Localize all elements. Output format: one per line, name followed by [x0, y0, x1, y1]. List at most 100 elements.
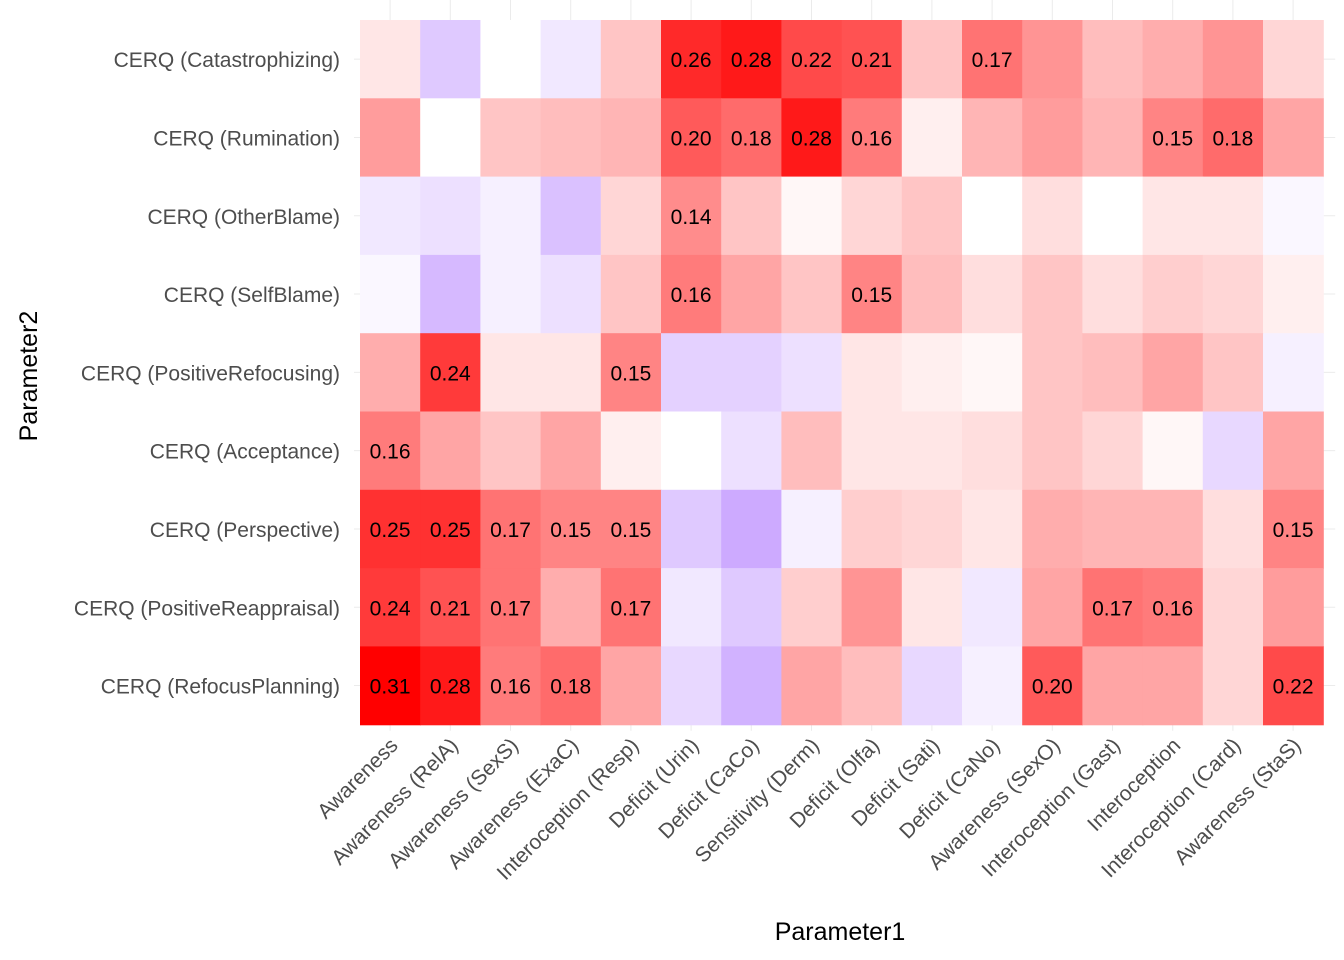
heatmap-cell [1263, 411, 1324, 491]
heatmap-cell [1263, 568, 1324, 647]
heatmap-cell [841, 176, 903, 256]
cell-value-label: 0.18 [1212, 127, 1253, 150]
heatmap-cell [901, 176, 963, 256]
heatmap-cell [661, 568, 722, 647]
y-tick-label: CERQ (Rumination) [153, 127, 340, 150]
heatmap-cell [1142, 568, 1204, 647]
heatmap-cell [1082, 646, 1144, 726]
heatmap-cell [661, 489, 722, 569]
heatmap-cell [1082, 568, 1144, 647]
heatmap-cell [661, 333, 722, 413]
heatmap-cell [841, 254, 903, 334]
heatmap-cell [721, 411, 782, 491]
heatmap-cell [540, 20, 602, 99]
heatmap-cell [721, 20, 782, 99]
heatmap-cell [841, 98, 903, 178]
heatmap-cell [600, 176, 662, 256]
heatmap-cell [781, 98, 843, 178]
y-tick-label: CERQ (OtherBlame) [147, 206, 340, 229]
heatmap-cell [600, 646, 662, 726]
heatmap-cell [360, 98, 421, 178]
cell-value-label: 0.28 [430, 676, 471, 699]
heatmap-cell [1263, 646, 1324, 726]
cell-value-label: 0.20 [671, 127, 712, 150]
heatmap-cell [420, 411, 481, 491]
heatmap-cell [360, 20, 421, 99]
cell-value-label: 0.14 [671, 206, 712, 229]
heatmap-cell [721, 254, 782, 334]
heatmap-cell [1142, 176, 1204, 256]
heatmap-cells [360, 20, 1324, 726]
cell-value-label: 0.31 [370, 676, 411, 699]
heatmap-cell [600, 333, 662, 413]
cell-labels: 0.26 0.28 0.22 0.21 0.17 0.20 0.18 0.28 0.16 0.15… [370, 49, 1314, 698]
cell-value-label: 0.17 [610, 597, 651, 620]
heatmap-cell [962, 254, 1023, 334]
heatmap-cell [360, 254, 421, 334]
heatmap-cell [1082, 20, 1144, 99]
cell-value-label: 0.18 [731, 127, 772, 150]
heatmap-cell [1202, 411, 1264, 491]
heatmap-cell [1022, 411, 1083, 491]
heatmap-cell [360, 333, 421, 413]
heatmap-cell [1263, 20, 1324, 99]
heatmap-cell [721, 176, 782, 256]
heatmap-cell [360, 489, 421, 569]
cell-value-label: 0.16 [490, 676, 531, 699]
cell-value-label: 0.15 [1152, 127, 1193, 150]
heatmap-cell [480, 98, 542, 178]
heatmap-cell [480, 254, 542, 334]
cell-value-label: 0.17 [490, 519, 531, 542]
heatmap-cell [841, 568, 903, 647]
heatmap-cell [1082, 489, 1144, 569]
heatmap-cell [1022, 489, 1083, 569]
y-tick-label: CERQ (Acceptance) [150, 441, 340, 464]
heatmap-cell [1202, 568, 1264, 647]
heatmap-cell [480, 489, 542, 569]
heatmap-cell [901, 489, 963, 569]
heatmap-cell [1022, 568, 1083, 647]
heatmap-cell [1082, 98, 1144, 178]
heatmap-cell [540, 98, 602, 178]
cell-value-label: 0.25 [370, 519, 411, 542]
heatmap-cell [1022, 20, 1083, 99]
heatmap-cell [781, 646, 843, 726]
heatmap-cell [1082, 176, 1144, 256]
y-tick-label: CERQ (RefocusPlanning) [101, 676, 340, 699]
cell-value-label: 0.16 [370, 441, 411, 464]
heatmap-cell [1142, 254, 1204, 334]
heatmap-cell [781, 411, 843, 491]
heatmap-cell [841, 489, 903, 569]
heatmap-cell [1082, 254, 1144, 334]
heatmap-cell [540, 333, 602, 413]
cell-value-label: 0.16 [671, 284, 712, 307]
heatmap-cell [781, 254, 843, 334]
heatmap-cell [781, 568, 843, 647]
heatmap-cell [781, 20, 843, 99]
heatmap-cell [1142, 20, 1204, 99]
heatmap-cell [962, 568, 1023, 647]
cell-value-label: 0.15 [610, 362, 651, 385]
heatmap-cell [420, 568, 481, 647]
heatmap-cell [1202, 176, 1264, 256]
cell-value-label: 0.24 [370, 597, 411, 620]
cell-value-label: 0.15 [851, 284, 892, 307]
heatmap-cell [480, 411, 542, 491]
heatmap-cell [901, 333, 963, 413]
heatmap-cell [480, 176, 542, 256]
cell-value-label: 0.22 [1273, 676, 1314, 699]
heatmap-cell [661, 20, 722, 99]
cell-value-label: 0.26 [671, 49, 712, 72]
heatmap-cell [480, 333, 542, 413]
heatmap-cell [600, 254, 662, 334]
heatmap-cell [1263, 98, 1324, 178]
cell-value-label: 0.28 [791, 127, 832, 150]
heatmap-cell [420, 333, 481, 413]
heatmap-cell [661, 176, 722, 256]
heatmap-cell [540, 176, 602, 256]
heatmap-cell [480, 646, 542, 726]
heatmap-cell [1022, 98, 1083, 178]
heatmap-cell [540, 489, 602, 569]
heatmap-cell [721, 568, 782, 647]
heatmap-cell [1022, 254, 1083, 334]
